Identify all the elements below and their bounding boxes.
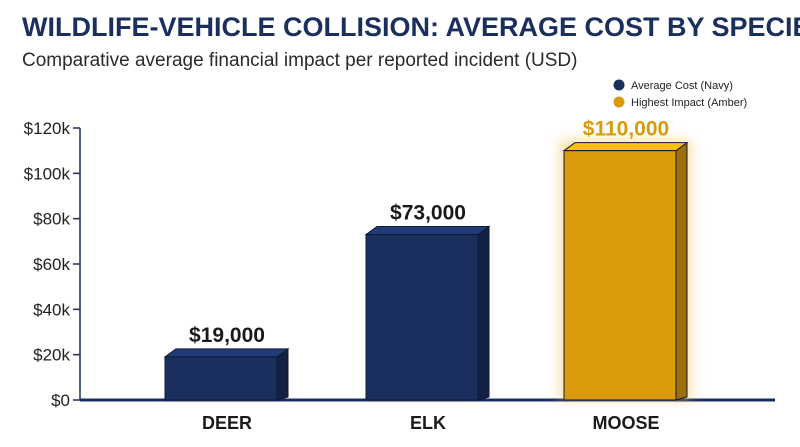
y-tick-label: $20k bbox=[33, 346, 70, 365]
y-tick-label: $60k bbox=[33, 255, 70, 274]
x-tick-label: ELK bbox=[410, 413, 446, 433]
y-tick-label: $0 bbox=[51, 391, 70, 410]
y-tick-label: $120k bbox=[24, 119, 71, 138]
legend-marker bbox=[613, 96, 625, 108]
bar-top bbox=[163, 348, 290, 358]
bar bbox=[365, 234, 479, 401]
bar-top bbox=[562, 142, 689, 152]
legend-label: Highest Impact (Amber) bbox=[631, 97, 747, 109]
x-tick-label: DEER bbox=[202, 413, 252, 433]
bar-side bbox=[477, 225, 490, 401]
x-tick-label: MOOSE bbox=[592, 413, 659, 433]
bar-side bbox=[276, 347, 289, 401]
bar-value-label: $110,000 bbox=[583, 118, 669, 141]
y-tick-label: $100k bbox=[24, 164, 71, 183]
chart-title: WILDLIFE-VEHICLE COLLISION: AVERAGE COST… bbox=[22, 12, 800, 42]
bar bbox=[164, 356, 278, 401]
chart-subtitle: Comparative average financial impact per… bbox=[22, 50, 578, 71]
bar-value-label: $19,000 bbox=[189, 324, 265, 347]
bars: $19,000 DEER $73,000 ELK $110,000 MOOSE bbox=[163, 118, 691, 433]
bar bbox=[563, 150, 677, 401]
bar-value-label: $73,000 bbox=[390, 202, 466, 225]
legend-marker bbox=[613, 79, 625, 91]
legend-label: Average Cost (Navy) bbox=[631, 80, 733, 92]
bar-side bbox=[675, 141, 688, 401]
y-tick-label: $40k bbox=[33, 300, 70, 319]
y-tick-label: $80k bbox=[33, 210, 70, 229]
legend: Average Cost (Navy) Highest Impact (Amber… bbox=[613, 79, 747, 109]
bar-top bbox=[364, 226, 491, 236]
